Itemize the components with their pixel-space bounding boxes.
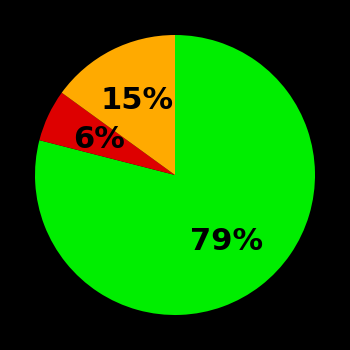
Text: 15%: 15%	[100, 86, 174, 115]
Wedge shape	[35, 35, 315, 315]
Wedge shape	[62, 35, 175, 175]
Text: 79%: 79%	[190, 227, 263, 256]
Text: 6%: 6%	[73, 125, 125, 154]
Wedge shape	[40, 93, 175, 175]
